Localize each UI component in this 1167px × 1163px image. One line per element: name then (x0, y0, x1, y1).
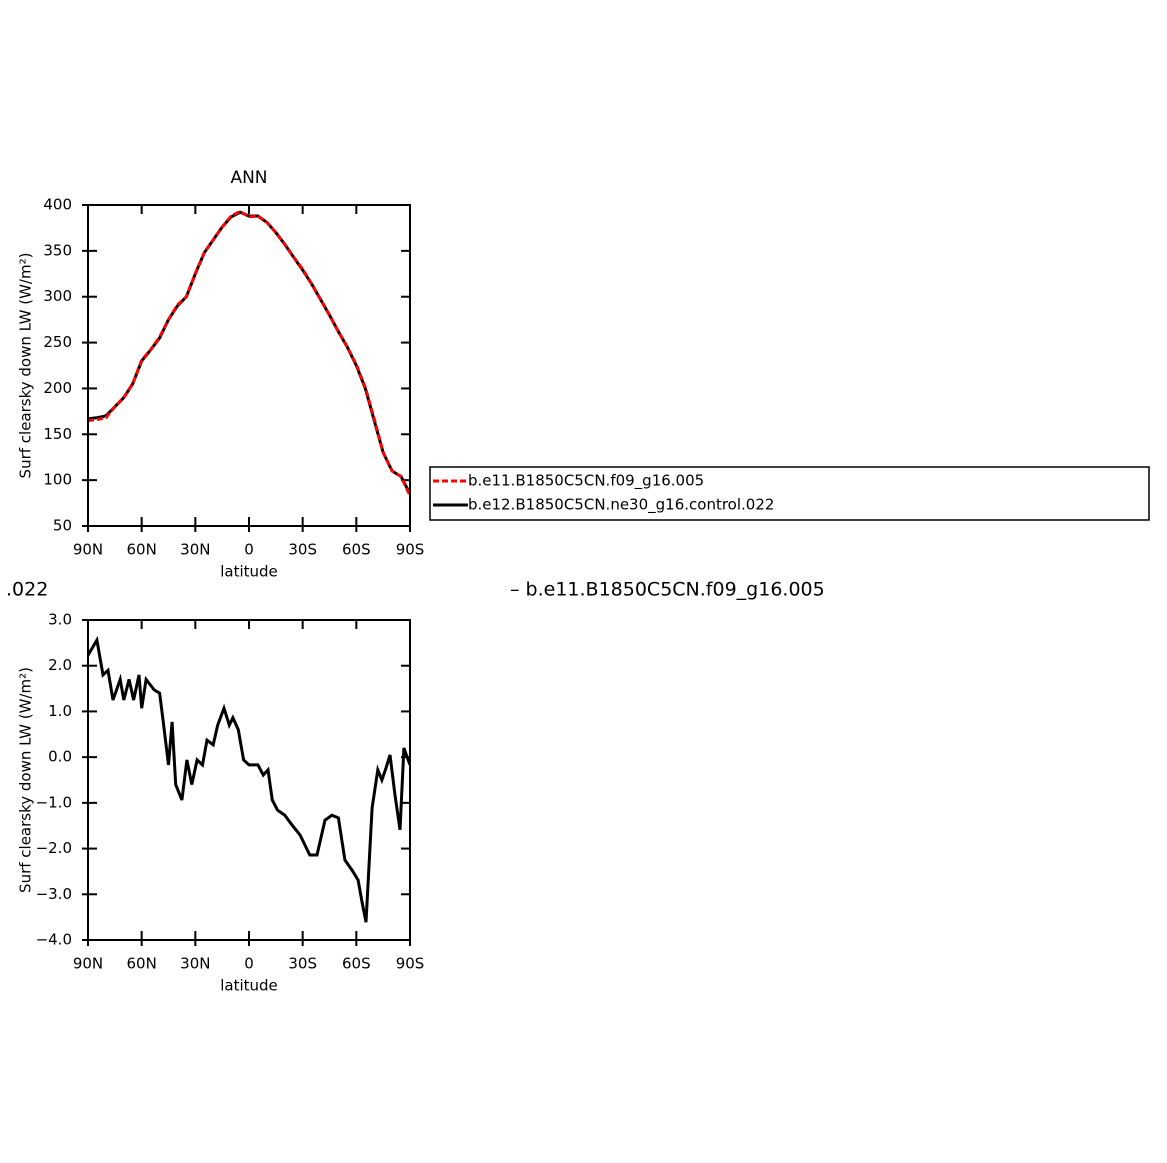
y-tick-label: 250 (43, 333, 72, 351)
data-line (88, 209, 410, 497)
y-tick-label: 100 (43, 471, 72, 489)
y-axis-label: Surf clearsky down LW (W/m²) (17, 253, 35, 479)
y-tick-label: 2.0 (48, 656, 72, 674)
x-tick-label: 30S (288, 955, 317, 973)
x-tick-label: 90N (73, 955, 103, 973)
y-tick-label: 0.0 (48, 748, 72, 766)
y-tick-label: 1.0 (48, 702, 72, 720)
x-tick-label: 0 (244, 541, 254, 559)
x-axis-label: latitude (220, 563, 278, 581)
y-axis-label: Surf clearsky down LW (W/m²) (17, 667, 35, 893)
data-line (88, 635, 410, 923)
plot-frame (87, 204, 411, 527)
chart-title: ANN (230, 168, 267, 188)
x-axis-label: latitude (220, 977, 278, 995)
y-tick-label: 200 (43, 379, 72, 397)
y-tick-label: 350 (43, 241, 72, 259)
x-tick-label: 30N (180, 541, 210, 559)
y-tick-label: −1.0 (36, 793, 72, 811)
y-tick-label: 3.0 (48, 611, 72, 629)
y-tick-label: 150 (43, 425, 72, 443)
x-tick-label: 30N (180, 955, 210, 973)
plot-frame (87, 619, 411, 941)
x-tick-label: 90S (396, 955, 425, 973)
x-tick-label: 0 (244, 955, 254, 973)
x-tick-label: 60S (342, 955, 371, 973)
legend-label: b.e12.B1850C5CN.ne30_g16.control.022 (468, 496, 774, 515)
data-line (88, 210, 410, 495)
y-tick-label: 400 (43, 196, 72, 214)
x-tick-label: 60N (127, 955, 157, 973)
x-tick-label: 60S (342, 541, 371, 559)
x-tick-label: 90N (73, 541, 103, 559)
annotation: – b.e11.B1850C5CN.f09_g16.005 (510, 579, 825, 601)
y-tick-label: −3.0 (36, 885, 72, 903)
y-tick-label: −4.0 (36, 931, 72, 949)
legend-label: b.e11.B1850C5CN.f09_g16.005 (468, 472, 704, 491)
x-tick-label: 30S (288, 541, 317, 559)
x-tick-label: 90S (396, 541, 425, 559)
x-tick-label: 60N (127, 541, 157, 559)
annotation: .022 (6, 579, 48, 601)
y-tick-label: −2.0 (36, 839, 72, 857)
legend-box (429, 466, 1150, 521)
y-tick-label: 50 (53, 517, 72, 535)
y-tick-label: 300 (43, 287, 72, 305)
